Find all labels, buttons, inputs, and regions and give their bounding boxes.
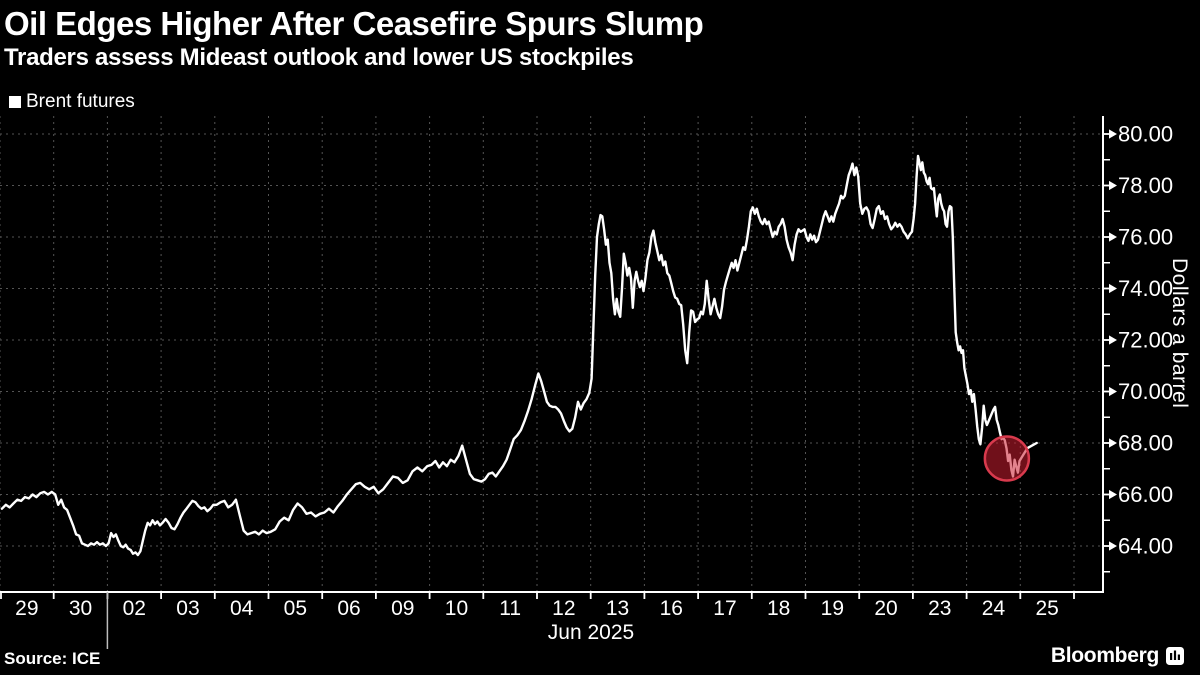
y-tick-label: 68.00	[1118, 431, 1173, 456]
x-tick-label: 06	[337, 597, 360, 620]
legend-series-label: Brent futures	[26, 91, 135, 112]
y-tick-label: 80.00	[1118, 122, 1173, 147]
x-tick-label: 13	[606, 597, 629, 620]
x-tick-label: 10	[445, 597, 468, 620]
x-tick-label: 23	[928, 597, 951, 620]
y-tick-label: 74.00	[1118, 276, 1173, 301]
y-tick-label: 76.00	[1118, 225, 1173, 250]
x-tick-label: 12	[552, 597, 575, 620]
y-tick-label: 70.00	[1118, 379, 1173, 404]
y-axis-title: Dollars a barrel	[1168, 258, 1191, 409]
legend-swatch-icon	[9, 96, 21, 108]
x-tick-label: 19	[821, 597, 844, 620]
y-tick-arrow	[1109, 180, 1117, 191]
y-tick-label: 72.00	[1118, 328, 1173, 353]
bloomberg-logo-text: Bloomberg	[1050, 644, 1159, 667]
x-tick-label: 17	[713, 597, 736, 620]
y-tick-arrow	[1109, 335, 1117, 345]
y-tick-arrow	[1109, 283, 1117, 294]
x-tick-label: 11	[499, 597, 521, 620]
y-tick-arrow	[1109, 232, 1117, 242]
x-axis-month-label: Jun 2025	[547, 621, 635, 644]
x-tick-label: 30	[69, 597, 92, 620]
x-tick-label: 04	[230, 597, 254, 620]
x-tick-label: 03	[176, 597, 199, 620]
x-tick-label: 20	[874, 597, 897, 620]
page-subtitle: Traders assess Mideast outlook and lower…	[4, 44, 634, 71]
y-tick-arrow	[1109, 438, 1117, 448]
y-tick-label: 78.00	[1118, 173, 1173, 198]
page-title: Oil Edges Higher After Ceasefire Spurs S…	[4, 5, 704, 42]
y-tick-arrow	[1109, 386, 1117, 397]
x-tick-label: 09	[391, 597, 414, 620]
bloomberg-logo: Bloomberg	[1051, 644, 1184, 668]
legend: Brent futures	[9, 91, 135, 113]
x-tick-label: 24	[982, 597, 1006, 620]
brent-price-line	[0, 154, 1038, 557]
source-label: Source: ICE	[4, 649, 101, 668]
y-tick-arrow	[1109, 541, 1117, 551]
x-tick-label: 18	[767, 597, 790, 620]
x-tick-label: 05	[284, 597, 307, 620]
y-tick-arrow	[1109, 489, 1117, 500]
y-tick-label: 66.00	[1118, 482, 1173, 507]
x-tick-label: 16	[660, 597, 683, 620]
bloomberg-chart-icon	[1166, 647, 1184, 665]
x-tick-label: 29	[15, 597, 38, 620]
x-tick-label: 25	[1035, 597, 1058, 620]
y-tick-label: 64.00	[1118, 534, 1173, 559]
x-tick-label: 02	[123, 597, 146, 620]
y-tick-arrow	[1109, 129, 1117, 139]
latest-move-highlight-circle	[983, 435, 1031, 482]
